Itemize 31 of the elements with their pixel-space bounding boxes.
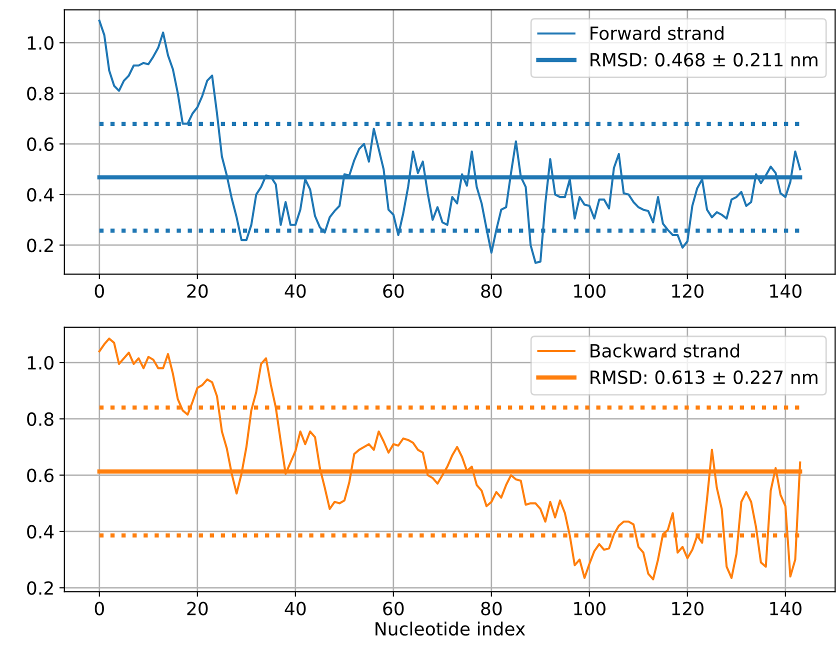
y-tick-label: 0.2 (27, 238, 53, 252)
x-tick-label: 80 (481, 284, 502, 298)
y-tick-label: 0.4 (27, 524, 54, 539)
x-tick-label: 0 (94, 284, 104, 298)
y-tick-label: 0.4 (27, 188, 54, 202)
x-tick-label: 120 (672, 284, 704, 298)
x-tick-label: 100 (574, 602, 606, 616)
y-tick-label: 0.8 (27, 86, 54, 100)
x-tick-label: 40 (284, 602, 306, 616)
y-tick-label: 1.0 (28, 36, 54, 50)
x-tick-label: 120 (672, 602, 704, 616)
legend-label: Forward strand (590, 26, 724, 40)
y-tick-label: 0.6 (27, 468, 54, 482)
legend-label: RMSD: 0.468 ± 0.211 nm (590, 52, 818, 67)
x-tick-label: 60 (383, 284, 404, 298)
legend-label: RMSD: 0.613 ± 0.227 nm (590, 370, 818, 384)
x-tick-label: 0 (94, 602, 104, 616)
y-tick-label: 1.0 (28, 356, 54, 370)
x-tick-label: 100 (574, 284, 606, 298)
legend-label: Backward strand (590, 344, 740, 358)
x-tick-label: 20 (187, 284, 208, 298)
y-tick-label: 0.6 (27, 137, 54, 152)
x-tick-label: 140 (770, 602, 802, 616)
x-tick-label: 40 (284, 284, 306, 298)
x-tick-label: 80 (481, 602, 502, 616)
y-tick-label: 0.2 (27, 581, 53, 595)
x-tick-label: 140 (770, 284, 802, 298)
y-tick-label: 0.8 (27, 412, 54, 426)
x-tick-label: 60 (383, 602, 404, 616)
x-tick-label: 20 (187, 602, 208, 616)
x-axis-title: Nucleotide index (376, 622, 526, 636)
